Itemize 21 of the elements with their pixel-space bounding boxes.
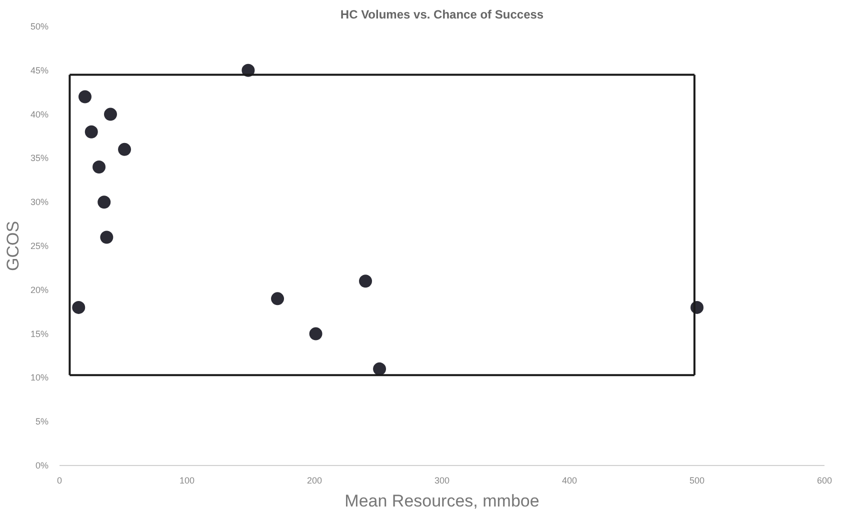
y-tick-label: 0%	[35, 460, 49, 470]
x-tick-label: 0	[56, 476, 62, 486]
x-axis-title: Mean Resources, mmboe	[344, 492, 540, 510]
x-tick-label: 100	[179, 476, 195, 486]
y-tick-label: 20%	[30, 284, 48, 295]
x-tick-label: 200	[306, 476, 322, 486]
x-tick-label: 500	[689, 476, 705, 486]
y-axis-title: GCOS	[3, 220, 22, 272]
y-tick-label: 40%	[30, 109, 48, 120]
x-tick-label: 600	[816, 476, 832, 486]
y-tick-label: 30%	[30, 197, 48, 208]
x-tick-label: 400	[562, 476, 578, 486]
chart-title: HC Volumes vs. Chance of Success	[340, 8, 544, 22]
y-tick-label: 15%	[30, 328, 48, 339]
x-tick-label: 300	[434, 476, 450, 486]
y-tick-label: 10%	[30, 372, 48, 383]
y-tick-label: 45%	[30, 65, 48, 76]
y-tick-label: 25%	[30, 241, 48, 251]
y-tick-label: 5%	[35, 416, 49, 427]
y-tick-label: 50%	[30, 22, 48, 32]
y-tick-label: 35%	[30, 153, 48, 164]
